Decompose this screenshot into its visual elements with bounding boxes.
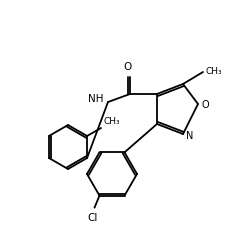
Text: NH: NH bbox=[88, 94, 104, 104]
Text: O: O bbox=[202, 100, 210, 110]
Text: O: O bbox=[124, 62, 132, 72]
Text: N: N bbox=[186, 131, 193, 141]
Text: Cl: Cl bbox=[87, 213, 98, 223]
Text: CH₃: CH₃ bbox=[103, 117, 120, 126]
Text: CH₃: CH₃ bbox=[205, 67, 222, 76]
